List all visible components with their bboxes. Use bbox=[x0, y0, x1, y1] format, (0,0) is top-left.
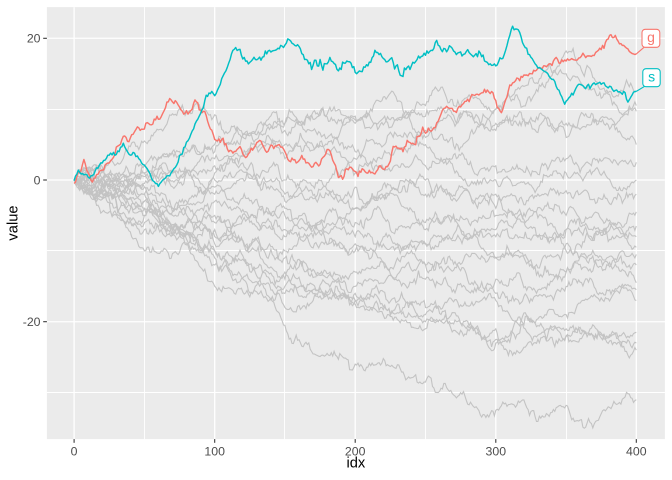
svg-text:value: value bbox=[6, 205, 22, 240]
svg-text:-20: -20 bbox=[23, 315, 41, 329]
svg-text:g: g bbox=[647, 29, 655, 45]
svg-text:200: 200 bbox=[345, 444, 366, 458]
svg-text:idx: idx bbox=[347, 456, 366, 472]
svg-text:20: 20 bbox=[27, 32, 41, 46]
svg-text:0: 0 bbox=[34, 173, 41, 187]
svg-text:400: 400 bbox=[626, 444, 647, 458]
svg-text:100: 100 bbox=[204, 444, 225, 458]
svg-text:0: 0 bbox=[71, 444, 78, 458]
svg-text:300: 300 bbox=[486, 444, 507, 458]
svg-text:s: s bbox=[648, 69, 655, 85]
